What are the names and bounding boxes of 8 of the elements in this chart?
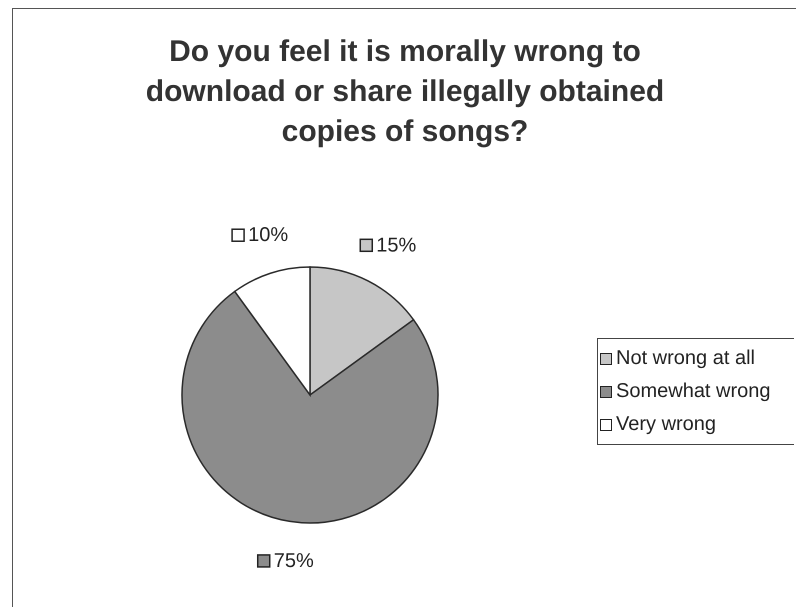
legend-label: Very wrong <box>616 413 716 436</box>
legend-box: Not wrong at all Somewhat wrong Very wrong <box>597 338 794 445</box>
data-label: 75% <box>274 550 314 572</box>
data-label: 15% <box>376 234 417 256</box>
chart-title: Do you feel it is morally wrong to download or share illegally obtained copies of songs? <box>144 34 666 150</box>
legend-label: Somewhat wrong <box>616 380 771 403</box>
data-label: 10% <box>248 224 288 246</box>
legend-label: Not wrong at all <box>616 347 755 370</box>
